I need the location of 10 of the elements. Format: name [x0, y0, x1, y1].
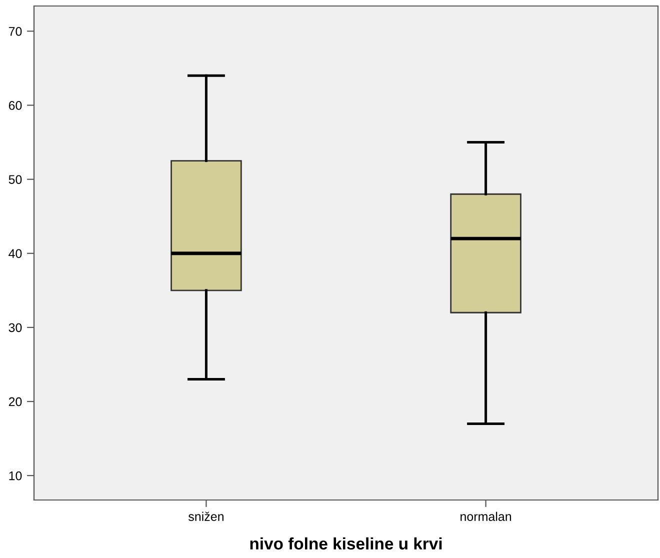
y-tick-label: 70 — [8, 26, 22, 36]
y-tick-label: 10 — [9, 471, 22, 480]
x-tick-label: snižen — [188, 512, 224, 521]
y-tick-label: 50 — [8, 175, 22, 184]
x-axis-title: nivo folne kiseline u krvi — [250, 537, 442, 550]
y-tick-label: 60 — [8, 101, 22, 110]
y-tick-label: 20 — [8, 397, 22, 406]
y-tick-label: 30 — [8, 323, 22, 332]
y-tick-label: 40 — [8, 249, 22, 258]
x-tick-label: normalan — [460, 512, 512, 521]
